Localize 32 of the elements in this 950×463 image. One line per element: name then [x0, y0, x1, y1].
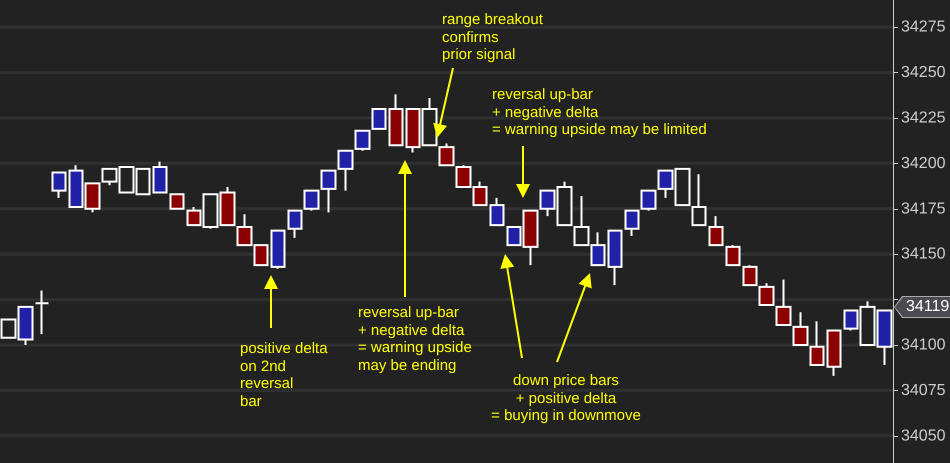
candlestick [152, 160, 168, 194]
candlestick [792, 311, 808, 346]
annotation: down price bars + positive delta = buying in downmove [491, 372, 641, 424]
candlestick [52, 171, 66, 199]
candlestick [826, 329, 842, 377]
candlestick [388, 93, 404, 146]
y-tick-label: 34050 [901, 427, 946, 444]
candlestick [742, 264, 758, 286]
y-tick-label: 34075 [901, 382, 946, 399]
annotation: reversal up-bar + negative delta = warning upside may be limited [492, 86, 707, 138]
y-tick-label: 34175 [901, 200, 946, 218]
candlestick [810, 320, 824, 366]
y-tick-label: 34100 [901, 336, 946, 354]
candlestick [776, 278, 792, 326]
candlestick [758, 282, 774, 306]
text: 34119 [895, 297, 950, 317]
candlestick [608, 230, 622, 286]
annotation: reversal up-bar + negative delta = warning upside may be ending [358, 304, 472, 374]
y-tick-label: 34150 [901, 246, 946, 263]
annotation: range breakout confirms prior signal [442, 11, 543, 64]
y-tick-label: 34250 [901, 64, 946, 82]
candlestick [270, 230, 286, 270]
y-tick-label: 34200 [901, 154, 946, 172]
candlestick [726, 244, 740, 266]
annotation: positive delta on 2nd reversal bar [240, 340, 328, 410]
y-tick-label: 34225 [901, 110, 946, 127]
candlestick [708, 215, 724, 246]
candlestick [490, 196, 504, 226]
y-tick-label: 34275 [901, 18, 946, 36]
candlestick [170, 193, 184, 210]
candlestick [692, 173, 706, 226]
candlestick [34, 290, 50, 336]
